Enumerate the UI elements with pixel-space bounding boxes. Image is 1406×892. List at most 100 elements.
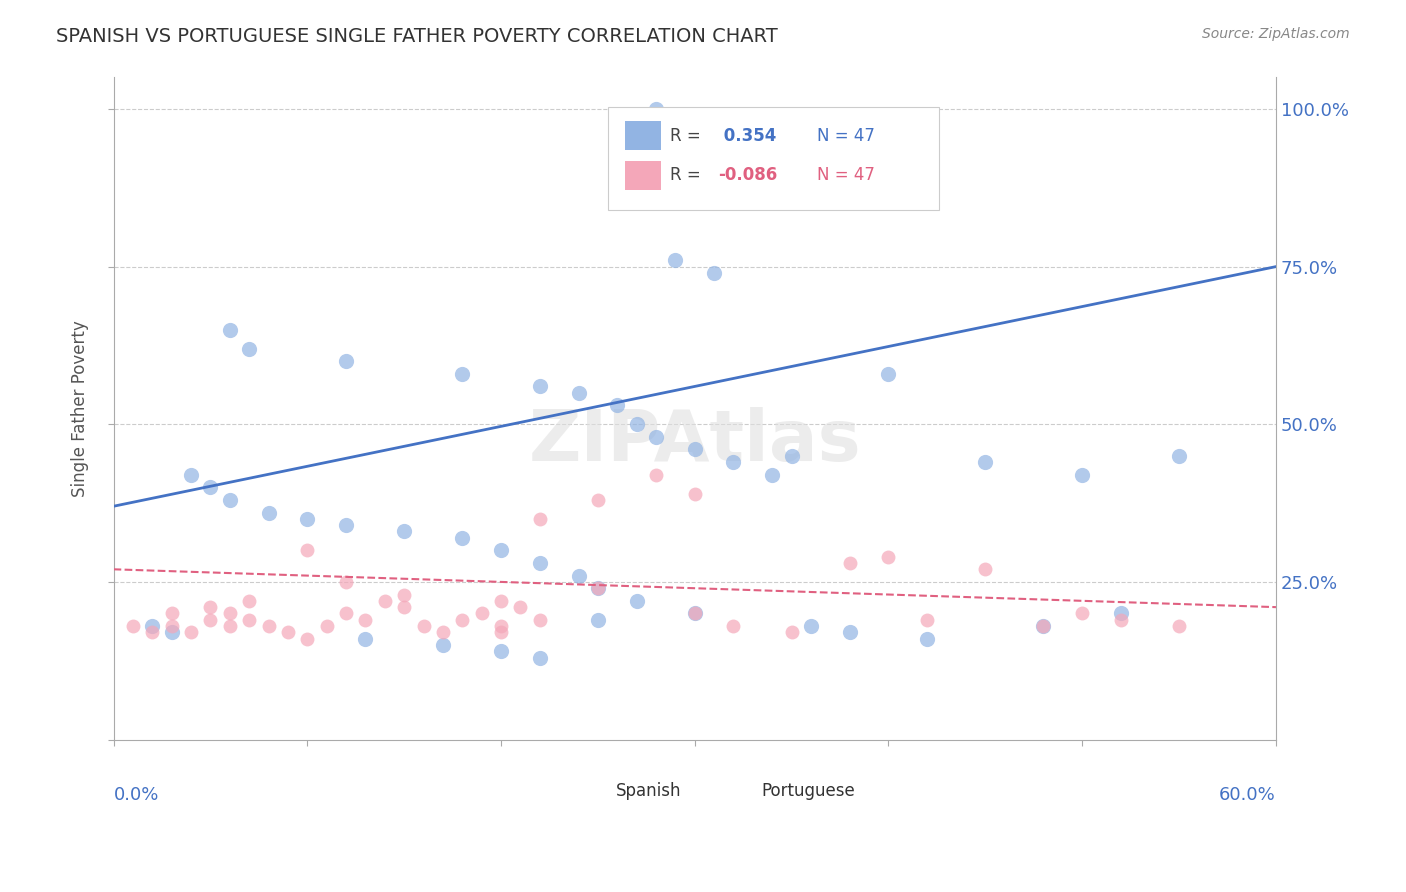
Point bbox=[1168, 619, 1191, 633]
Point bbox=[335, 354, 357, 368]
Point bbox=[335, 518, 357, 533]
Point bbox=[392, 588, 415, 602]
Point bbox=[160, 625, 183, 640]
FancyBboxPatch shape bbox=[720, 777, 756, 806]
Point bbox=[471, 607, 494, 621]
Point bbox=[160, 607, 183, 621]
Point bbox=[780, 625, 803, 640]
Point bbox=[606, 398, 628, 412]
Point bbox=[432, 625, 454, 640]
Point bbox=[335, 574, 357, 589]
Point bbox=[257, 506, 280, 520]
Point bbox=[160, 619, 183, 633]
Point bbox=[586, 581, 609, 595]
Point bbox=[200, 480, 222, 494]
Point bbox=[683, 120, 706, 135]
Text: SPANISH VS PORTUGUESE SINGLE FATHER POVERTY CORRELATION CHART: SPANISH VS PORTUGUESE SINGLE FATHER POVE… bbox=[56, 27, 778, 45]
Text: 0.0%: 0.0% bbox=[114, 786, 159, 804]
Text: R =: R = bbox=[671, 127, 702, 145]
Point bbox=[335, 607, 357, 621]
Point bbox=[567, 385, 589, 400]
Text: R =: R = bbox=[671, 167, 702, 185]
Point bbox=[277, 625, 299, 640]
Point bbox=[761, 467, 783, 482]
Point bbox=[626, 417, 648, 432]
Point bbox=[238, 342, 260, 356]
Point bbox=[800, 619, 823, 633]
Point bbox=[180, 625, 202, 640]
Point bbox=[218, 619, 240, 633]
Point bbox=[354, 613, 377, 627]
Point bbox=[683, 442, 706, 457]
Point bbox=[780, 449, 803, 463]
Point bbox=[974, 455, 997, 469]
Point bbox=[877, 549, 900, 564]
Text: -0.086: -0.086 bbox=[718, 167, 778, 185]
Point bbox=[1032, 619, 1054, 633]
Point bbox=[529, 379, 551, 393]
Point bbox=[509, 600, 531, 615]
Point bbox=[489, 594, 512, 608]
Point bbox=[489, 625, 512, 640]
Point bbox=[974, 562, 997, 576]
Point bbox=[451, 367, 474, 381]
Point bbox=[529, 650, 551, 665]
Point bbox=[877, 367, 900, 381]
Point bbox=[645, 102, 668, 116]
Point bbox=[297, 632, 319, 646]
Point bbox=[257, 619, 280, 633]
Point bbox=[1109, 613, 1132, 627]
Text: Source: ZipAtlas.com: Source: ZipAtlas.com bbox=[1202, 27, 1350, 41]
Point bbox=[529, 556, 551, 570]
Point bbox=[683, 607, 706, 621]
Point bbox=[180, 467, 202, 482]
Point bbox=[451, 613, 474, 627]
Point bbox=[432, 638, 454, 652]
Point bbox=[1071, 607, 1094, 621]
FancyBboxPatch shape bbox=[626, 121, 661, 150]
Point bbox=[664, 253, 686, 268]
Point bbox=[586, 492, 609, 507]
Text: Portuguese: Portuguese bbox=[761, 782, 855, 800]
Point bbox=[683, 486, 706, 500]
Point bbox=[586, 613, 609, 627]
Point bbox=[1032, 619, 1054, 633]
Text: N = 47: N = 47 bbox=[817, 167, 875, 185]
Point bbox=[451, 531, 474, 545]
Point bbox=[354, 632, 377, 646]
FancyBboxPatch shape bbox=[607, 107, 939, 210]
Text: 0.354: 0.354 bbox=[718, 127, 776, 145]
FancyBboxPatch shape bbox=[626, 161, 661, 190]
Point bbox=[1071, 467, 1094, 482]
Point bbox=[122, 619, 145, 633]
Point bbox=[200, 600, 222, 615]
Point bbox=[392, 600, 415, 615]
Point bbox=[586, 581, 609, 595]
Point bbox=[1168, 449, 1191, 463]
Point bbox=[915, 632, 938, 646]
Point bbox=[1109, 607, 1132, 621]
Point bbox=[645, 467, 668, 482]
Point bbox=[141, 625, 163, 640]
Point bbox=[218, 607, 240, 621]
Point bbox=[645, 430, 668, 444]
Point bbox=[412, 619, 434, 633]
Text: ZIPAtlas: ZIPAtlas bbox=[529, 407, 860, 476]
Point bbox=[703, 266, 725, 280]
Point bbox=[626, 594, 648, 608]
Point bbox=[915, 613, 938, 627]
Point bbox=[567, 568, 589, 582]
Text: 60.0%: 60.0% bbox=[1219, 786, 1277, 804]
Point bbox=[374, 594, 396, 608]
FancyBboxPatch shape bbox=[575, 777, 612, 806]
Point bbox=[297, 512, 319, 526]
Point bbox=[218, 323, 240, 337]
Point bbox=[392, 524, 415, 539]
Point bbox=[238, 613, 260, 627]
Point bbox=[838, 556, 860, 570]
Text: Spanish: Spanish bbox=[616, 782, 682, 800]
Text: N = 47: N = 47 bbox=[817, 127, 875, 145]
Point bbox=[683, 607, 706, 621]
Point bbox=[489, 543, 512, 558]
Point bbox=[141, 619, 163, 633]
